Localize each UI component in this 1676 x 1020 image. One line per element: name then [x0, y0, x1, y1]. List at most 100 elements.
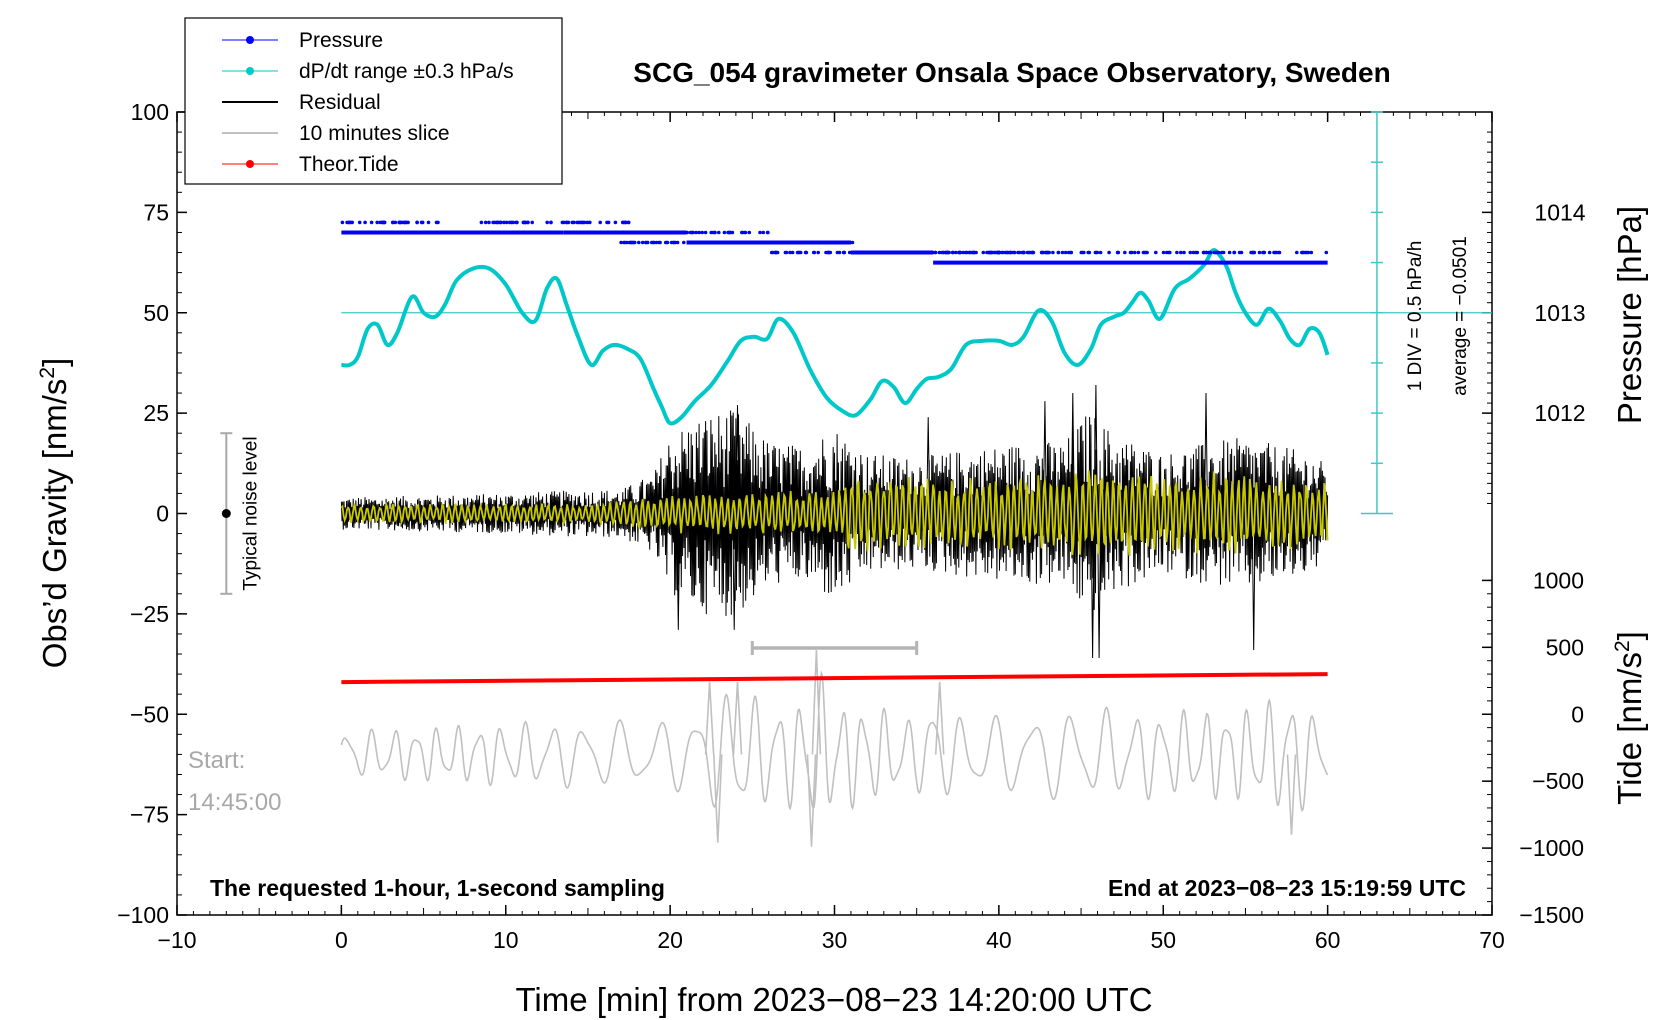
pressure-point: [1161, 250, 1166, 255]
x-tick-label: 20: [657, 927, 683, 953]
pressure-point: [1306, 250, 1311, 255]
pressure-point: [340, 220, 345, 225]
pressure-point: [957, 250, 961, 255]
pressure-point: [866, 250, 870, 255]
bottom-left-note: The requested 1-hour, 1-second sampling: [210, 875, 665, 901]
pressure-point: [1123, 250, 1127, 255]
pressure-point: [619, 240, 623, 245]
pressure-point: [789, 240, 794, 245]
pressure-point: [682, 230, 686, 235]
pressure-point: [700, 230, 704, 235]
pressure-tick-label: 1013: [1534, 300, 1585, 326]
pressure-point: [1107, 250, 1111, 255]
pressure-point: [742, 230, 747, 235]
pressure-point: [887, 250, 891, 255]
pressure-point: [893, 250, 897, 255]
pressure-point: [922, 250, 926, 255]
pressure-point: [1302, 250, 1306, 255]
pressure-point: [1142, 250, 1147, 255]
pressure-point: [1164, 250, 1169, 255]
noise-label: Typical noise level: [240, 436, 261, 590]
pressure-point: [375, 220, 380, 225]
pressure-point: [638, 230, 642, 235]
y-tick-label: 75: [143, 199, 169, 225]
pressure-point: [1219, 250, 1224, 255]
pressure-point: [479, 220, 484, 225]
tide-tick-label: 0: [1571, 701, 1584, 727]
x-tick-label: 30: [822, 927, 848, 953]
pressure-point: [665, 230, 669, 235]
pressure-point: [883, 250, 887, 255]
pressure-point: [1094, 250, 1099, 255]
legend-swatch-dot: [246, 67, 254, 75]
pressure-point: [823, 240, 828, 245]
tide-series-line: [341, 672, 1328, 685]
pressure-point: [1227, 250, 1232, 255]
legend-label: Residual: [299, 91, 381, 114]
pressure-point: [834, 240, 839, 245]
legend-swatch-dot: [246, 160, 254, 168]
pressure-point: [1182, 250, 1186, 255]
pressure-point: [953, 250, 958, 255]
y-tick-label: −100: [117, 902, 169, 928]
pressure-point: [1213, 250, 1218, 255]
x-tick-label: 10: [493, 927, 519, 953]
pressure-point: [727, 240, 731, 245]
pressure-point: [690, 230, 694, 235]
pressure-point: [1168, 250, 1172, 255]
x-tick-label: 70: [1479, 927, 1505, 953]
pressure-point: [643, 230, 647, 235]
pressure-point: [1175, 250, 1179, 255]
scale-bar: [341, 111, 1492, 515]
x-tick-label: 50: [1150, 927, 1176, 953]
pressure-point: [775, 250, 780, 255]
pressure-point: [990, 250, 994, 255]
pressure-point: [598, 220, 602, 225]
pressure-point: [1295, 250, 1299, 255]
pressure-point: [804, 240, 808, 245]
pressure-point: [1025, 250, 1030, 255]
pressure-point: [841, 250, 846, 255]
pressure-point: [918, 250, 922, 255]
residual-series-line: [340, 384, 1329, 659]
average-label: average = −0.0501: [1450, 236, 1471, 396]
pressure-point: [1006, 250, 1010, 255]
pressure-point: [357, 220, 362, 225]
pressure-point: [530, 220, 534, 225]
pressure-point: [838, 240, 843, 245]
pressure-point: [526, 220, 530, 225]
dpdt-series-line: [341, 247, 1330, 426]
pressure-point: [969, 250, 974, 255]
pressure-point: [950, 250, 955, 255]
x-tick-label: 0: [335, 927, 348, 953]
pressure-point: [644, 240, 648, 245]
pressure-point: [602, 230, 606, 235]
legend-label: Pressure: [299, 29, 383, 52]
tide-tick-label: −1000: [1519, 835, 1584, 861]
pressure-point: [824, 250, 828, 255]
pressure-point: [1262, 250, 1267, 255]
pressure-point: [549, 220, 553, 225]
pressure-point: [1309, 250, 1314, 255]
pressure-point: [572, 230, 576, 235]
pressure-point: [369, 220, 374, 225]
pressure-point: [779, 240, 783, 245]
pressure-point: [853, 250, 857, 255]
pressure-point: [1132, 250, 1137, 255]
pressure-point: [426, 220, 431, 225]
legend-label: 10 minutes slice: [299, 122, 450, 145]
pressure-point: [1179, 250, 1183, 255]
pressure-point: [1145, 250, 1149, 255]
pressure-point: [828, 250, 833, 255]
pressure-point: [621, 230, 626, 235]
pressure-point: [899, 250, 903, 255]
pressure-point: [1098, 250, 1103, 255]
pressure-point: [350, 220, 355, 225]
pressure-point: [1267, 250, 1272, 255]
pressure-point: [607, 230, 611, 235]
pressure-point: [728, 230, 733, 235]
pressure-point: [1031, 250, 1035, 255]
pressure-point: [626, 220, 631, 225]
legend-swatch-dot: [246, 36, 254, 44]
